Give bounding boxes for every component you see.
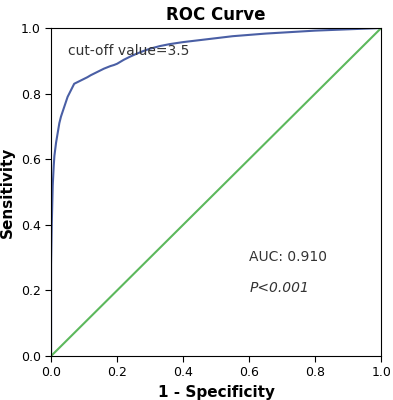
Text: AUC: 0.910: AUC: 0.910 bbox=[249, 250, 327, 264]
Title: ROC Curve: ROC Curve bbox=[166, 6, 266, 24]
Text: P<0.001: P<0.001 bbox=[249, 281, 309, 295]
Y-axis label: Sensitivity: Sensitivity bbox=[0, 146, 15, 238]
X-axis label: 1 - Specificity: 1 - Specificity bbox=[158, 385, 275, 400]
Text: cut-off value=3.5: cut-off value=3.5 bbox=[68, 44, 189, 58]
